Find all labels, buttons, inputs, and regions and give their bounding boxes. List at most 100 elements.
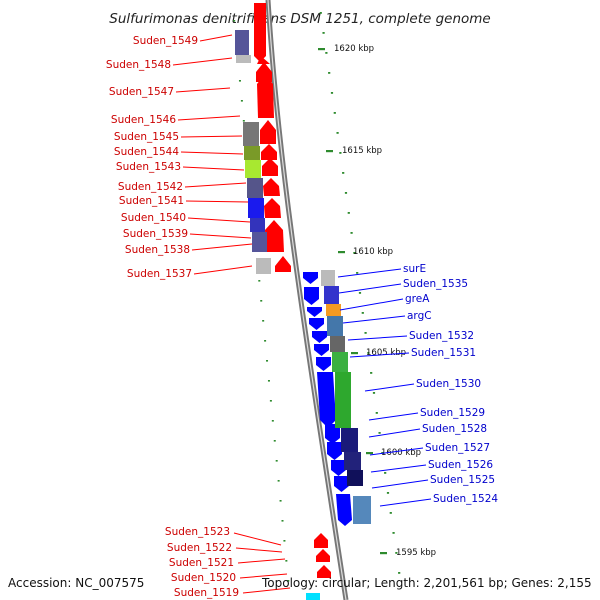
- label-leader-line: [172, 57, 233, 66]
- gene-label[interactable]: greA: [405, 293, 430, 305]
- gene-arrow: [312, 331, 327, 343]
- kbp-label: 1605 kbp: [366, 348, 406, 358]
- major-tick: [366, 452, 373, 455]
- kbp-label: 1595 kbp: [396, 548, 436, 558]
- tick-mark: [322, 32, 325, 34]
- tick-mark: [372, 392, 376, 394]
- gene-box: [324, 286, 339, 304]
- gene-label[interactable]: Suden_1523: [165, 526, 230, 538]
- gene-box: [341, 428, 358, 452]
- tick-mark: [287, 580, 290, 582]
- label-leader-line: [338, 283, 402, 294]
- gene-box: [248, 198, 264, 218]
- gene-arrow: [314, 533, 328, 548]
- gene-label[interactable]: Suden_1530: [416, 378, 481, 390]
- kbp-label: 1600 kbp: [381, 448, 421, 458]
- gene-box: [326, 304, 341, 316]
- gene-box: [332, 352, 348, 372]
- reverse-gene-labels: Suden_1549 Suden_1548 Suden_1547 Suden_1…: [106, 34, 253, 280]
- gene-label[interactable]: Suden_1520: [171, 572, 236, 584]
- bottom-gene-labels: Suden_1523 Suden_1522 Suden_1521 Suden_1…: [165, 526, 291, 599]
- gene-label[interactable]: Suden_1537: [127, 268, 192, 280]
- tick-mark: [389, 512, 392, 514]
- gene-box: [250, 218, 265, 232]
- forward-gene-labels: surE Suden_1535 greA argC Suden_1532 Sud…: [337, 263, 498, 507]
- tick-mark: [364, 332, 367, 334]
- tick-mark: [358, 292, 362, 294]
- tick-mark: [242, 120, 245, 122]
- gene-label[interactable]: Suden_1542: [118, 181, 183, 193]
- gene-label[interactable]: Suden_1543: [116, 161, 181, 173]
- gene-label[interactable]: argC: [407, 310, 432, 322]
- gene-label[interactable]: Suden_1544: [114, 146, 179, 158]
- gene-label[interactable]: Suden_1549: [133, 35, 198, 47]
- label-leader-line: [368, 428, 421, 438]
- gene-box: [235, 30, 249, 55]
- label-leader-line: [379, 498, 432, 507]
- tick-mark: [233, 20, 236, 22]
- tick-mark: [347, 212, 350, 214]
- gene-label[interactable]: Suden_1541: [119, 195, 184, 207]
- gene-arrow: [327, 442, 342, 460]
- label-leader-line: [369, 447, 424, 456]
- gene-arrow: [264, 198, 281, 218]
- gene-label[interactable]: Suden_1522: [167, 542, 232, 554]
- gene-label[interactable]: Suden_1548: [106, 59, 171, 71]
- gene-arrow: [275, 256, 291, 272]
- tick-mark: [375, 412, 378, 414]
- gene-box: [236, 55, 251, 63]
- gene-box: [353, 496, 371, 524]
- label-leader-line: [370, 464, 427, 473]
- gene-label[interactable]: Suden_1527: [425, 442, 490, 454]
- gene-arrow: [314, 344, 329, 356]
- gene-label[interactable]: Suden_1519: [174, 587, 239, 599]
- gene-label[interactable]: surE: [403, 263, 426, 275]
- gene-box: [256, 258, 271, 274]
- gene-arrow: [317, 372, 336, 428]
- tick-mark: [238, 80, 241, 82]
- label-leader-line: [180, 151, 244, 155]
- label-leader-line: [191, 243, 253, 251]
- gene-arrow: [254, 3, 266, 53]
- gene-label[interactable]: Suden_1525: [430, 474, 495, 486]
- tick-mark: [258, 280, 261, 282]
- gene-label[interactable]: Suden_1540: [121, 212, 186, 224]
- label-leader-line: [237, 558, 286, 564]
- gene-label[interactable]: Suden_1524: [433, 493, 498, 505]
- tick-mark: [277, 480, 280, 482]
- gene-label[interactable]: Suden_1521: [169, 557, 234, 569]
- genome-backbone-highlight: [267, 0, 347, 600]
- label-leader-line: [368, 412, 419, 421]
- gene-arrow: [325, 424, 340, 444]
- tick-mark: [328, 72, 331, 74]
- tick-mark: [395, 552, 398, 554]
- gene-label[interactable]: Suden_1547: [109, 86, 174, 98]
- gene-box: [247, 178, 263, 198]
- gene-label[interactable]: Suden_1545: [114, 131, 179, 143]
- label-leader-line: [175, 87, 231, 93]
- gene-label[interactable]: Suden_1528: [422, 423, 487, 435]
- gene-label[interactable]: Suden_1546: [111, 114, 176, 126]
- gene-label[interactable]: Suden_1526: [428, 459, 493, 471]
- gene-arrow: [309, 318, 324, 330]
- tick-mark: [384, 472, 387, 474]
- topology-text: Topology: circular; Length: 2,201,561 bp…: [261, 576, 592, 590]
- gene-arrow: [265, 220, 284, 252]
- tick-mark: [264, 340, 267, 342]
- gene-label[interactable]: Suden_1539: [123, 228, 188, 240]
- gene-label[interactable]: Suden_1531: [411, 347, 476, 359]
- gene-arrow: [304, 287, 319, 305]
- gene-arrow: [257, 74, 274, 118]
- gene-label[interactable]: Suden_1532: [409, 330, 474, 342]
- label-leader-line: [371, 479, 429, 489]
- major-tick: [326, 150, 333, 153]
- major-tick: [380, 552, 387, 555]
- gene-label[interactable]: Suden_1538: [125, 244, 190, 256]
- label-leader-line: [364, 383, 415, 392]
- tick-mark: [398, 572, 401, 574]
- gene-label[interactable]: Suden_1535: [403, 278, 468, 290]
- label-leader-line: [182, 166, 245, 171]
- tick-mark: [266, 360, 269, 362]
- gene-label[interactable]: Suden_1529: [420, 407, 485, 419]
